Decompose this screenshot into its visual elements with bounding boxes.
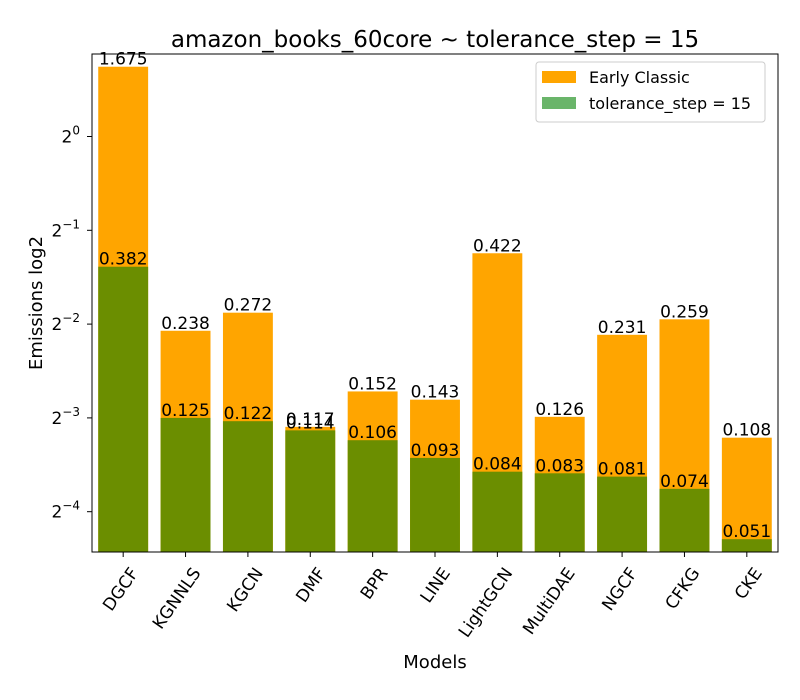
value-label-tolerance-step-kgnnls: 0.125 xyxy=(161,401,210,421)
legend-label-early-classic: Early Classic xyxy=(589,68,690,87)
value-label-early-classic-cke: 0.108 xyxy=(722,421,771,441)
x-tick-label-cke: CKE xyxy=(731,564,767,603)
x-tick-label-lightgcn: LightGCN xyxy=(455,564,517,641)
value-label-early-classic-cfkg: 0.259 xyxy=(660,302,709,322)
value-label-tolerance-step-line: 0.093 xyxy=(411,441,460,461)
x-tick-label-line: LINE xyxy=(417,564,455,607)
bar-early-classic-cke xyxy=(721,437,772,552)
x-axis-label: Models xyxy=(403,652,466,673)
x-tick-label-cfkg: CFKG xyxy=(662,564,705,613)
value-label-early-classic-kgnnls: 0.238 xyxy=(161,314,210,334)
bar-tolerance-step-line xyxy=(410,457,460,552)
value-label-early-classic-lightgcn: 0.422 xyxy=(473,236,522,256)
value-label-tolerance-step-cke: 0.051 xyxy=(722,522,771,542)
x-tick-label-kgcn: KGCN xyxy=(223,564,267,616)
value-label-early-classic-line: 0.143 xyxy=(411,383,460,403)
legend-swatch-early-classic xyxy=(542,71,576,83)
y-tick-label: 2−3 xyxy=(51,405,80,429)
bar-tolerance-step-cfkg xyxy=(659,488,710,552)
y-tick-label: 20 xyxy=(62,124,80,148)
x-tick-label-dgcf: DGCF xyxy=(99,564,143,615)
value-label-tolerance-step-ngcf: 0.081 xyxy=(598,460,647,480)
x-tick-label-ngcf: NGCF xyxy=(598,564,642,614)
value-label-early-classic-kgcn: 0.272 xyxy=(224,296,273,316)
bar-tolerance-step-dgcf xyxy=(98,266,149,552)
x-ticks-group: DGCF KGNNLS KGCN DMF BPR LINE LightGCN MultiDAE… xyxy=(99,552,767,641)
bar-tolerance-step-kgnnls xyxy=(160,417,211,552)
chart-title: amazon_books_60core ~ tolerance_step = 1… xyxy=(171,27,699,53)
value-label-tolerance-step-dmf: 0.114 xyxy=(286,413,335,433)
value-label-early-classic-ngcf: 0.231 xyxy=(598,318,647,338)
x-tick-label-multidae: MultiDAE xyxy=(519,564,579,638)
legend-box xyxy=(535,61,766,123)
x-tick-label-bpr: BPR xyxy=(357,564,393,603)
value-label-early-classic-dgcf: 1.675 xyxy=(99,50,148,70)
value-label-tolerance-step-lightgcn: 0.084 xyxy=(473,455,522,475)
x-tick-label-kgnnls: KGNNLS xyxy=(149,564,206,633)
y-tick-label: 2−4 xyxy=(51,499,80,523)
legend: Early Classic tolerance_step = 15 xyxy=(535,61,766,123)
bar-tolerance-step-ngcf xyxy=(597,476,648,552)
y-tick-label: 2−2 xyxy=(51,311,80,335)
value-label-tolerance-step-cfkg: 0.074 xyxy=(660,472,709,492)
bar-tolerance-step-dmf xyxy=(285,430,336,552)
bar-tolerance-step-cke xyxy=(721,539,772,552)
bar-tolerance-step-bpr xyxy=(347,440,398,552)
y-axis-label: Emissions log2 xyxy=(26,236,47,370)
bar-tolerance-step-lightgcn xyxy=(472,471,523,552)
y-tick-label: 2−1 xyxy=(51,217,80,241)
bars-group xyxy=(98,66,772,553)
value-label-early-classic-dmf: 0.117 xyxy=(286,410,335,430)
bar-tolerance-step-kgcn xyxy=(222,421,273,552)
bar-tolerance-step-multidae xyxy=(534,473,585,552)
value-label-tolerance-step-bpr: 0.106 xyxy=(348,423,397,443)
value-label-tolerance-step-dgcf: 0.382 xyxy=(99,250,148,270)
legend-swatch-tolerance-step xyxy=(542,97,576,109)
value-label-early-classic-bpr: 0.152 xyxy=(348,374,397,394)
x-tick-label-dmf: DMF xyxy=(292,564,330,606)
value-label-early-classic-multidae: 0.126 xyxy=(535,400,584,420)
value-label-tolerance-step-kgcn: 0.122 xyxy=(224,404,273,424)
legend-label-tolerance-step: tolerance_step = 15 xyxy=(589,94,751,114)
value-labels-group: 1.675 0.238 0.272 0.117 0.152 0.143 0.422 0.126… xyxy=(99,50,771,542)
y-ticks-group: 20 2−1 2−2 2−3 2−4 xyxy=(51,124,92,523)
value-label-tolerance-step-multidae: 0.083 xyxy=(535,456,584,476)
